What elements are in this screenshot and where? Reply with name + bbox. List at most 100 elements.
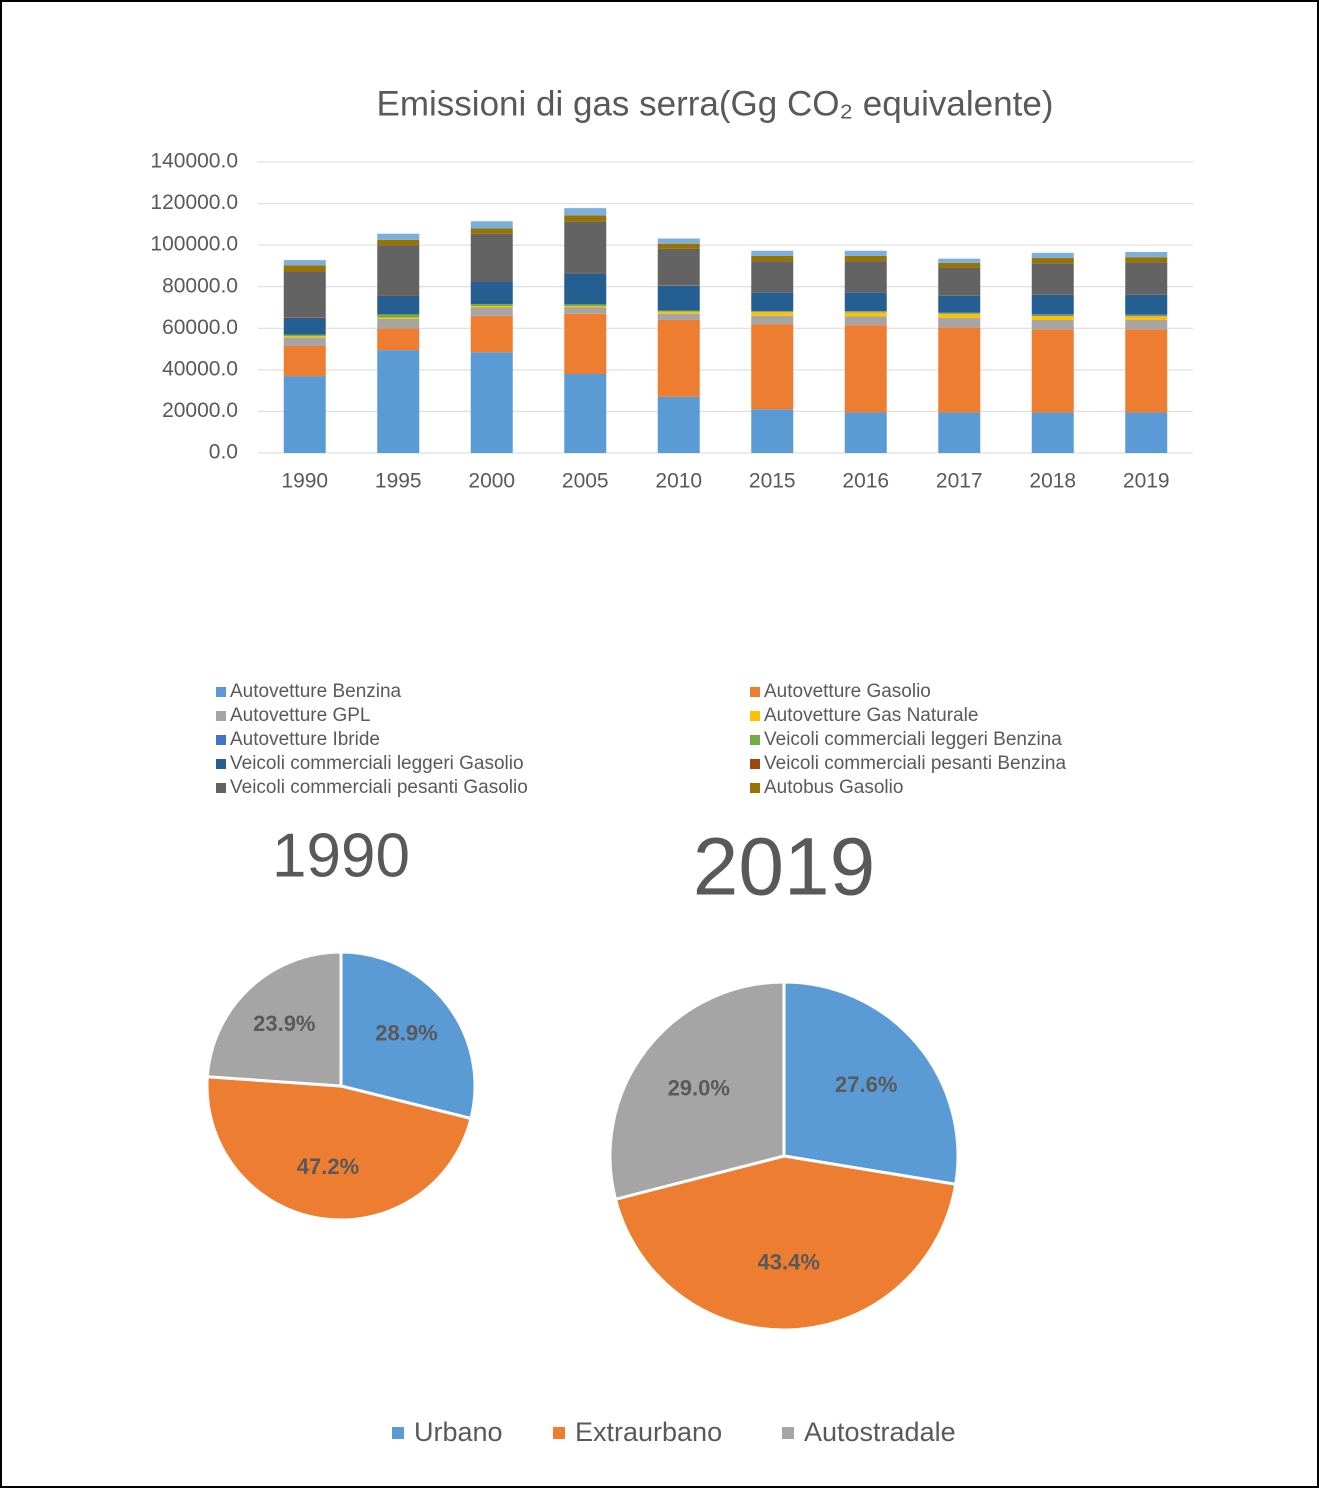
bar-segment [377, 245, 420, 296]
legend-swatch [392, 1427, 404, 1439]
legend-label: Autovetture Gasolio [764, 681, 931, 702]
y-tick-label: 20000.0 [162, 399, 238, 422]
bar-segment [564, 221, 607, 273]
pie-label: 23.9% [253, 1011, 315, 1036]
bar-segment [751, 292, 794, 312]
y-tick-label: 100000.0 [150, 233, 238, 256]
bar-segment [470, 352, 513, 453]
bar-segment [844, 312, 887, 317]
bar-segment [564, 208, 607, 216]
x-tick-label: 2000 [468, 470, 515, 493]
legend-swatch [553, 1427, 565, 1439]
bar-segment [657, 313, 700, 320]
bar-segment [470, 228, 513, 234]
x-tick-label: 1990 [281, 470, 328, 493]
bar-segment [564, 313, 607, 375]
bar-segment [1125, 262, 1168, 295]
bar-segment [1031, 252, 1074, 259]
bar-segment [844, 261, 887, 293]
pie-slice [613, 1154, 958, 1332]
bar-segment [470, 315, 513, 353]
bar-segment [1125, 329, 1168, 413]
bar-segment [377, 233, 420, 240]
legend-swatch [216, 783, 226, 793]
bar-segment [564, 307, 607, 314]
bar-segment [844, 316, 887, 326]
pie-label: 47.2% [297, 1154, 359, 1179]
bar-segment [657, 285, 700, 311]
pie-label: 27.6% [835, 1072, 897, 1097]
x-tick-label: 2018 [1029, 470, 1076, 493]
legend-label: Autobus Gasolio [764, 777, 903, 798]
legend-swatch [216, 759, 226, 769]
bar-segment [1125, 294, 1168, 315]
bar-segment [1031, 412, 1074, 453]
legend-label: Urbano [414, 1417, 503, 1447]
bar-segment [283, 271, 326, 318]
bar-segment [470, 303, 513, 307]
bar-segment [938, 317, 981, 328]
y-tick-label: 80000.0 [162, 274, 238, 297]
bar-segment [1031, 294, 1074, 315]
y-tick-label: 140000.0 [150, 150, 238, 173]
bar-segment [844, 412, 887, 453]
chart-title: Emissioni di gas serra(Gg CO₂ equivalent… [377, 84, 1054, 123]
bar-segment [751, 250, 794, 256]
bar-segment [1031, 314, 1074, 316]
bar-segment [657, 243, 700, 249]
bar-segment [1125, 252, 1168, 258]
legend-label: Autovetture Ibride [230, 729, 380, 750]
y-tick-label: 120000.0 [150, 191, 238, 214]
x-tick-label: 2015 [749, 470, 796, 493]
pie-label: 29.0% [668, 1076, 730, 1101]
bar-segment [938, 258, 981, 263]
y-tick-label: 40000.0 [162, 357, 238, 380]
bar-segment [1125, 319, 1168, 330]
bar-segment [938, 313, 981, 318]
bar-segment [938, 312, 981, 314]
bar-segment [844, 250, 887, 256]
bar-segment [283, 265, 326, 272]
bar-segment [377, 295, 420, 315]
bar-segment [470, 233, 513, 281]
x-tick-label: 2005 [562, 470, 609, 493]
bar-segment [844, 325, 887, 413]
bar-segment [283, 336, 326, 338]
x-tick-label: 1995 [375, 470, 422, 493]
bar-segment [1031, 263, 1074, 295]
pie-slice [339, 950, 477, 1121]
legend-swatch [750, 711, 760, 721]
bar-segment [377, 350, 420, 453]
bar-segment [1031, 258, 1074, 264]
legend-label: Extraurbano [575, 1417, 722, 1447]
bar-segment [938, 412, 981, 453]
bar-segment [470, 221, 513, 229]
bar-segment [751, 315, 794, 325]
bar-segment [1031, 329, 1074, 413]
bar-segment [283, 317, 326, 335]
pie-slice [608, 980, 786, 1202]
legend-swatch [750, 783, 760, 793]
bar-segment [377, 314, 420, 318]
bar-segment [751, 255, 794, 262]
legend-swatch [216, 711, 226, 721]
bar-segment [1125, 316, 1168, 320]
y-tick-label: 60000.0 [162, 316, 238, 339]
legend-label: Veicoli commerciali leggeri Benzina [764, 729, 1062, 750]
bar-segment [751, 324, 794, 410]
bar-segment [657, 396, 700, 453]
bar-segment [283, 334, 326, 337]
bar-segment [657, 310, 700, 312]
bar-segment [938, 295, 981, 313]
bar-segment [657, 238, 700, 244]
bar-segment [1125, 257, 1168, 263]
legend-swatch [216, 735, 226, 745]
bar-segment [657, 248, 700, 286]
bar-segment [751, 311, 794, 312]
legend-swatch [782, 1427, 794, 1439]
bar-segment [470, 281, 513, 304]
pie-slice [782, 980, 960, 1187]
bar-segment [283, 345, 326, 377]
legend-swatch [750, 735, 760, 745]
